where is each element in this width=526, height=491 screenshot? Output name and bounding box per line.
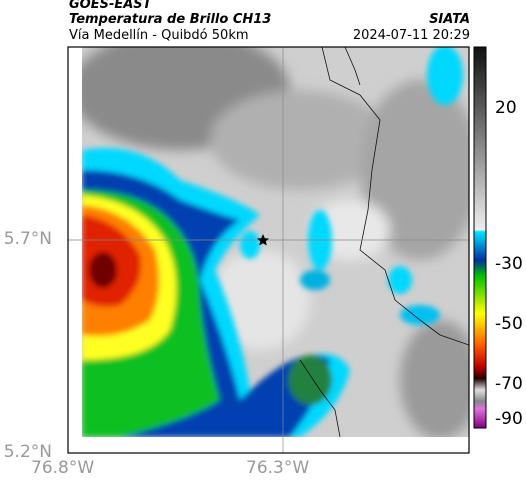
lon-tick-label: 76.8°W — [31, 458, 95, 478]
location: Vía Medellín - Quibdó 50km — [69, 28, 249, 43]
satellite-image — [82, 47, 469, 437]
colorbar-tick-label: -90 — [495, 409, 523, 429]
colorbar — [473, 46, 487, 429]
lat-tick-label: 5.7°N — [3, 229, 52, 249]
title: GOES-EAST — [69, 0, 152, 12]
colorbar-tick-label: -70 — [495, 374, 523, 394]
lon-tick-label: 76.3°W — [246, 458, 310, 478]
datetime: 2024-07-11 20:29 — [352, 28, 470, 43]
colorbar-tick-label: -30 — [495, 254, 523, 274]
lat-tick-label: 5.2°N — [3, 442, 52, 462]
source: SIATA — [429, 12, 470, 27]
subtitle: Temperatura de Brillo CH13 — [69, 12, 272, 27]
colorbar-tick-label: 20 — [495, 98, 517, 118]
location-star — [257, 234, 269, 246]
colorbar-tick-label: -50 — [495, 314, 523, 334]
